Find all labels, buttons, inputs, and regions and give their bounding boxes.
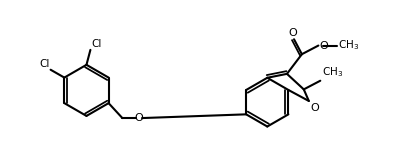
Text: O: O	[289, 28, 298, 38]
Text: Cl: Cl	[39, 59, 49, 69]
Text: Cl: Cl	[91, 39, 102, 49]
Text: O: O	[135, 113, 143, 123]
Text: O: O	[320, 41, 328, 50]
Text: O: O	[311, 103, 320, 113]
Text: CH$_3$: CH$_3$	[322, 65, 343, 79]
Text: CH$_3$: CH$_3$	[338, 39, 360, 52]
